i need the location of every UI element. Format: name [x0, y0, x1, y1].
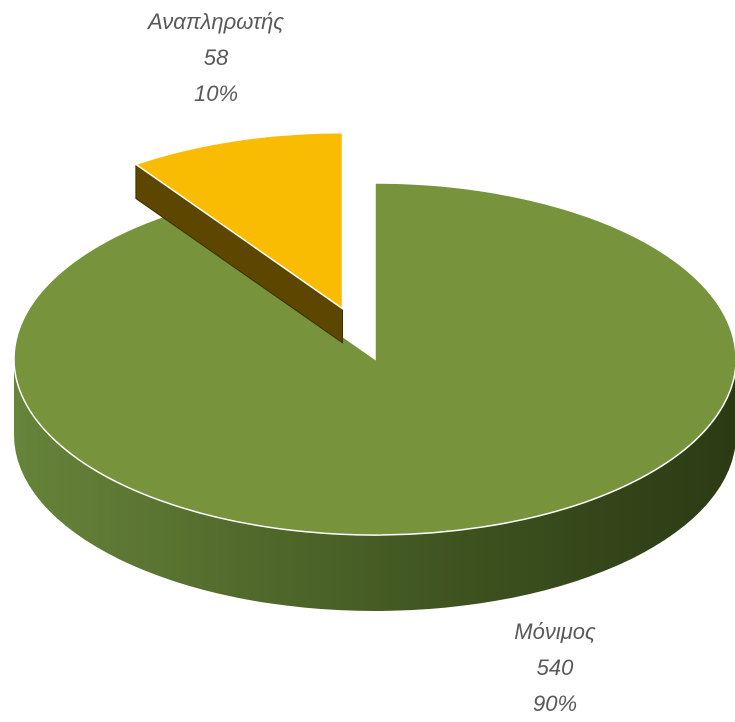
category-label: Αναπληρωτής: [148, 9, 284, 34]
slice-label: Μόνιμος 540 90%: [480, 614, 630, 722]
percent-label: 10%: [193, 81, 239, 106]
pie-slice: [13, 182, 735, 536]
value-label: 540: [536, 655, 574, 680]
category-label: Μόνιμος: [514, 619, 596, 644]
slice-label: Αναπληρωτής 58 10%: [148, 4, 284, 112]
percent-label: 90%: [532, 691, 578, 716]
pie-slice: [134, 131, 344, 311]
value-label: 58: [203, 45, 229, 70]
slice-side: [14, 359, 735, 611]
